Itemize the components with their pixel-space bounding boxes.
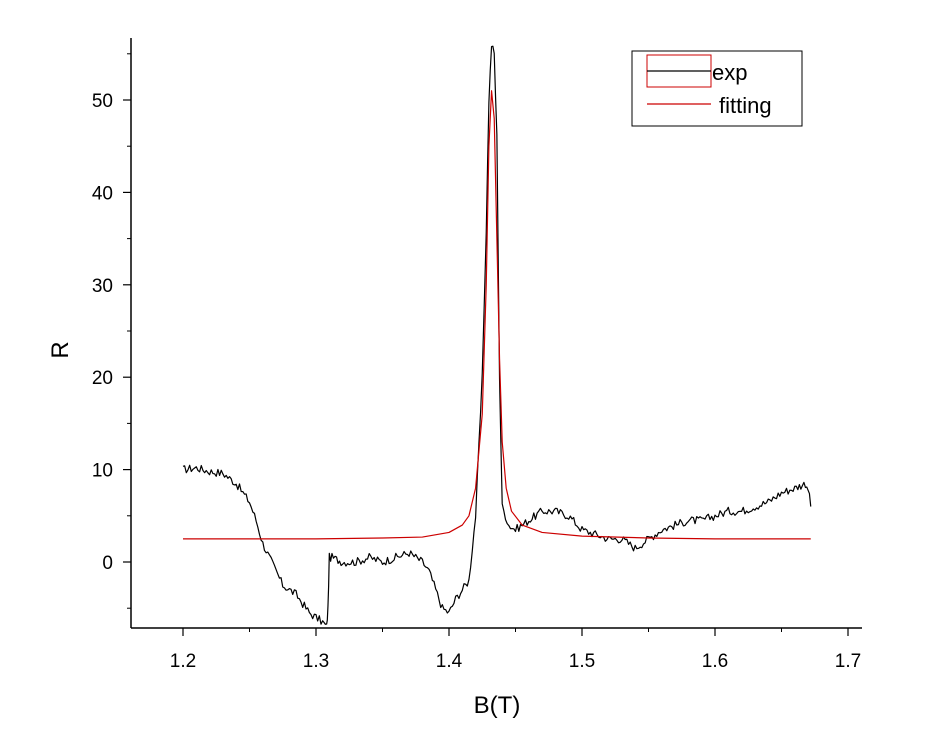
axes	[130, 38, 862, 629]
x-tick-label: 1.2	[170, 651, 196, 672]
y-tick-label: 30	[92, 276, 113, 297]
x-tick-label: 1.4	[436, 651, 463, 672]
y-ticks: 0 10 20 30 40 50	[92, 53, 131, 609]
y-tick-label: 20	[92, 368, 113, 389]
y-tick-label: 40	[92, 183, 113, 204]
legend-label-exp: exp	[712, 60, 747, 85]
x-tick-label: 1.5	[569, 651, 595, 672]
legend-label-fitting: fitting	[719, 93, 772, 118]
y-axis-title: R	[47, 341, 74, 358]
legend-box	[631, 50, 803, 127]
y-tick-label: 0	[102, 553, 113, 574]
y-tick-label: 10	[92, 461, 113, 482]
x-ticks: 1.2 1.3 1.4 1.5 1.6 1.7	[170, 628, 861, 672]
series-line-exp	[182, 45, 812, 625]
y-tick-label: 50	[92, 91, 113, 112]
x-tick-label: 1.7	[835, 651, 861, 672]
legend: exp fitting	[631, 50, 803, 127]
series-line-fitting	[183, 90, 811, 540]
plot-area	[182, 45, 812, 625]
x-tick-label: 1.3	[303, 651, 329, 672]
x-axis-title: B(T)	[474, 692, 521, 719]
x-tick-label: 1.6	[702, 651, 728, 672]
